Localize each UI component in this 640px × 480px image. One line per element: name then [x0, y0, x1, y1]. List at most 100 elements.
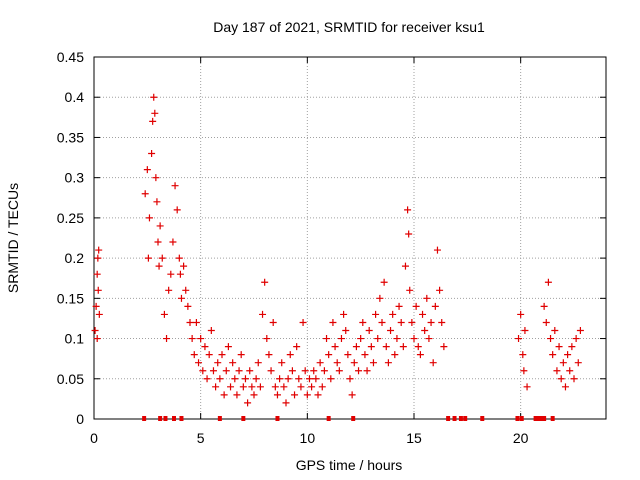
data-point: [517, 310, 525, 318]
data-point: [421, 327, 429, 335]
data-point: [145, 214, 153, 222]
data-point: [551, 327, 559, 335]
x-axis-label: GPS time / hours: [296, 457, 403, 473]
y-tick-label: 0.15: [57, 290, 84, 306]
data-point: [412, 302, 420, 310]
data-points: [91, 93, 584, 407]
data-point: [212, 383, 220, 391]
data-point: [520, 367, 528, 375]
data-point: [269, 318, 277, 326]
baseline-mark: [446, 416, 451, 421]
data-point: [561, 383, 569, 391]
y-tick-label: 0.25: [57, 210, 84, 226]
data-point: [382, 343, 390, 351]
data-point: [408, 318, 416, 326]
data-point: [216, 375, 224, 383]
data-point: [288, 367, 296, 375]
data-point: [427, 318, 435, 326]
data-point: [295, 375, 303, 383]
x-tick-label: 20: [513, 430, 529, 446]
data-point: [256, 383, 264, 391]
data-point: [273, 391, 281, 399]
data-point: [192, 318, 200, 326]
data-point: [205, 351, 213, 359]
data-point: [376, 294, 384, 302]
data-point: [340, 310, 348, 318]
data-point: [331, 343, 339, 351]
data-point: [201, 343, 209, 351]
data-point: [224, 343, 232, 351]
data-point: [184, 302, 192, 310]
data-point: [389, 310, 397, 318]
data-point: [227, 383, 235, 391]
data-point: [276, 375, 284, 383]
data-point: [171, 182, 179, 190]
data-point: [160, 310, 168, 318]
data-point: [397, 318, 405, 326]
data-point: [384, 359, 392, 367]
data-point: [165, 286, 173, 294]
data-point: [312, 375, 320, 383]
baseline-mark: [241, 416, 246, 421]
data-point: [310, 367, 318, 375]
data-point: [95, 246, 103, 254]
data-point: [380, 278, 388, 286]
data-point: [523, 383, 531, 391]
data-point: [378, 318, 386, 326]
data-point: [303, 391, 311, 399]
data-point: [374, 335, 382, 343]
data-point: [254, 359, 262, 367]
data-point: [163, 335, 171, 343]
data-point: [158, 254, 166, 262]
data-point: [436, 286, 444, 294]
data-point: [557, 375, 565, 383]
x-tick-label: 5: [197, 430, 205, 446]
data-point: [344, 351, 352, 359]
plot-frame: [93, 56, 607, 420]
data-point: [94, 286, 102, 294]
data-point: [278, 359, 286, 367]
data-point: [267, 367, 275, 375]
data-point: [399, 343, 407, 351]
data-point: [391, 351, 399, 359]
data-point: [570, 375, 578, 383]
data-point: [248, 383, 256, 391]
data-point: [265, 351, 273, 359]
data-point: [91, 327, 99, 335]
data-point: [327, 375, 335, 383]
data-point: [372, 310, 380, 318]
data-point: [148, 150, 156, 158]
y-tick-label: 0.35: [57, 129, 84, 145]
data-point: [566, 367, 574, 375]
data-point: [329, 318, 337, 326]
data-point: [176, 270, 184, 278]
data-point: [350, 359, 358, 367]
data-point: [271, 383, 279, 391]
data-point: [151, 109, 159, 117]
data-point: [544, 278, 552, 286]
data-point: [209, 367, 217, 375]
baseline-mark: [536, 416, 541, 421]
data-point: [169, 238, 177, 246]
data-point: [207, 327, 215, 335]
x-tick-label: 15: [406, 430, 422, 446]
data-point: [423, 294, 431, 302]
data-point: [348, 391, 356, 399]
data-point: [308, 383, 316, 391]
data-point: [144, 254, 152, 262]
y-tick-label: 0.2: [65, 250, 85, 266]
data-point: [521, 327, 529, 335]
data-point: [150, 93, 158, 101]
data-point: [401, 262, 409, 270]
data-point: [549, 351, 557, 359]
data-point: [519, 351, 527, 359]
baseline-mark: [533, 416, 538, 421]
data-point: [291, 391, 299, 399]
data-point: [263, 335, 271, 343]
data-point: [173, 206, 181, 214]
data-point: [395, 302, 403, 310]
data-point: [365, 327, 373, 335]
data-point: [195, 359, 203, 367]
data-point: [357, 335, 365, 343]
data-point: [429, 359, 437, 367]
